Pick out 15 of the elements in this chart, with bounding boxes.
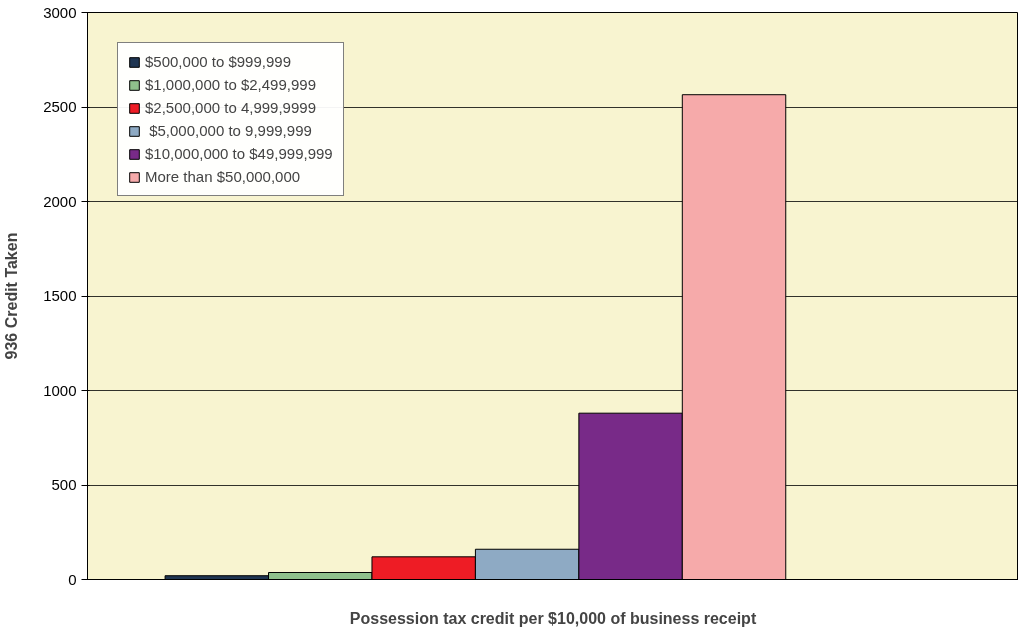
- x-axis-title: Possession tax credit per $10,000 of business receipt: [349, 609, 757, 627]
- y-tick-label: 2500: [43, 98, 77, 115]
- y-tick-label: 500: [51, 476, 77, 493]
- legend-label: $500,000 to $999,999: [145, 53, 291, 70]
- y-tick-label: 1000: [43, 381, 77, 399]
- legend-label: More than $50,000,000: [145, 168, 301, 185]
- legend-label: $10,000,000 to $49,999,999: [145, 145, 333, 162]
- legend-label: $1,000,000 to $2,499,999: [145, 76, 316, 93]
- y-tick-label: 0: [68, 570, 77, 588]
- legend-label: $5,000,000 to 9,999,999: [148, 122, 312, 139]
- y-tick-label: 1500: [43, 287, 77, 304]
- legend-label: $2,500,000 to 4,999,9999: [145, 99, 316, 116]
- y-axis-title: 936 Credit Taken: [3, 232, 21, 360]
- y-tick-label: 3000: [43, 3, 77, 21]
- y-tick-label: 2000: [43, 192, 77, 210]
